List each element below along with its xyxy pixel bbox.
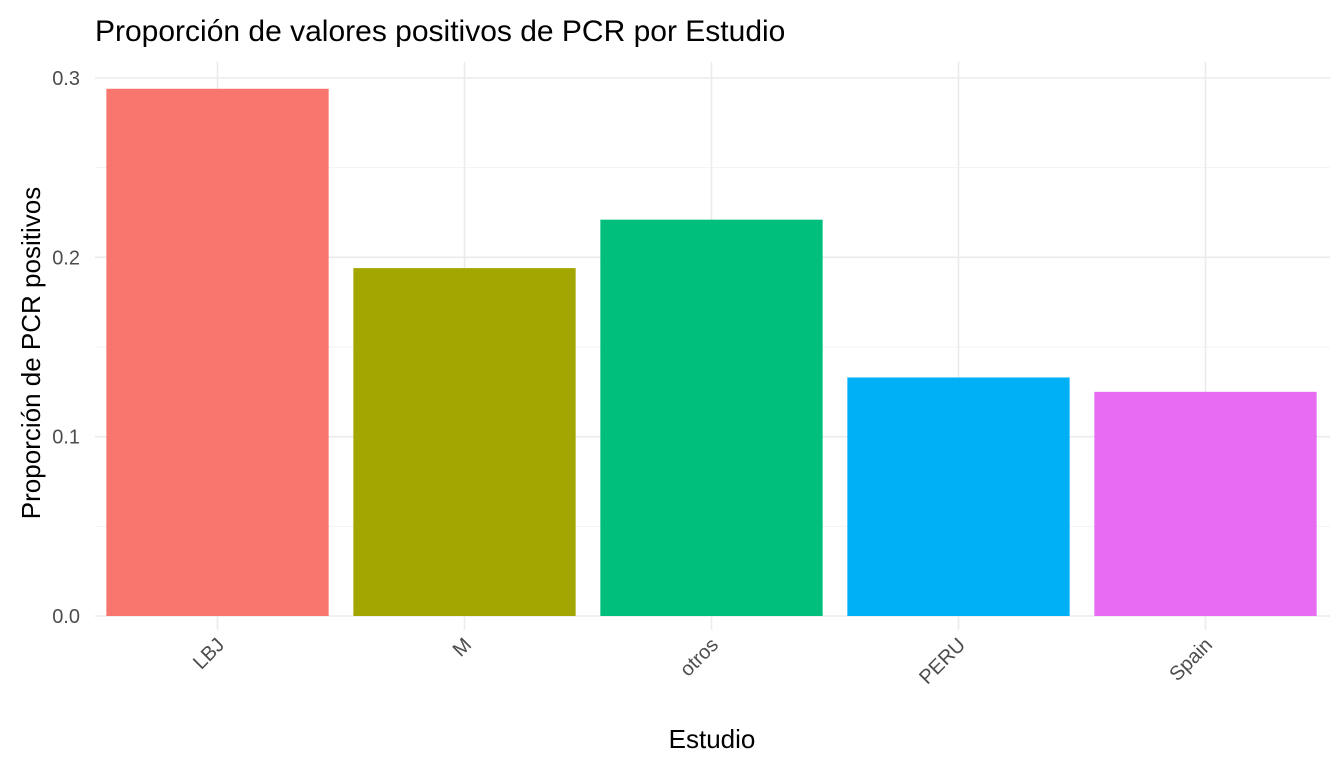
y-tick-label: 0.0 bbox=[52, 606, 80, 628]
x-tick-label: otros bbox=[676, 634, 723, 681]
bar-m bbox=[353, 268, 576, 616]
bar-otros bbox=[600, 219, 823, 616]
x-axis-title: Estudio bbox=[669, 724, 756, 754]
bar-spain bbox=[1094, 391, 1317, 616]
x-tick-label: LBJ bbox=[189, 634, 229, 674]
chart-title: Proporción de valores positivos de PCR p… bbox=[95, 15, 785, 48]
x-tick-label: M bbox=[449, 634, 476, 661]
bar-lbj bbox=[106, 88, 329, 616]
y-tick-label: 0.1 bbox=[52, 427, 80, 449]
bar-peru bbox=[847, 377, 1070, 616]
y-axis-title: Proporción de PCR positivos bbox=[16, 187, 46, 519]
y-tick-label: 0.3 bbox=[52, 68, 80, 90]
y-axis-ticks: 0.0 0.1 0.2 0.3 bbox=[52, 68, 80, 628]
bars bbox=[106, 88, 1317, 616]
y-tick-label: 0.2 bbox=[52, 247, 80, 269]
x-tick-label: Spain bbox=[1165, 634, 1217, 686]
x-tick-label: PERU bbox=[915, 634, 970, 689]
